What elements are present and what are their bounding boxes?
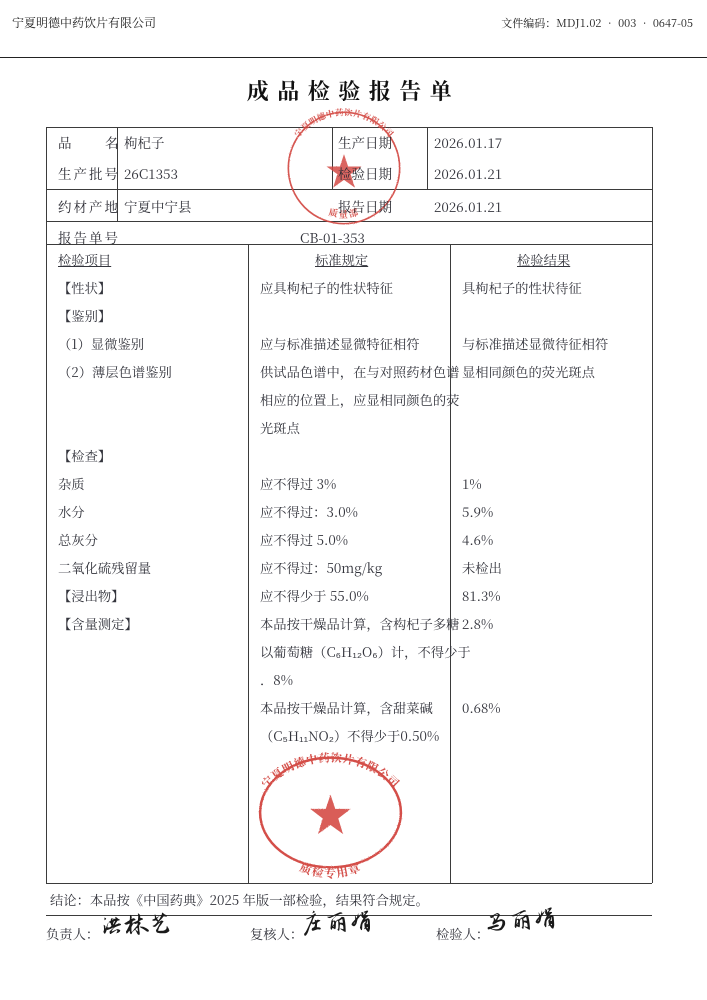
svg-text:质检专用章: 质检专用章 (297, 858, 364, 881)
svg-text:宁夏明德中药饮片有限公司: 宁夏明德中药饮片有限公司 (258, 750, 403, 792)
